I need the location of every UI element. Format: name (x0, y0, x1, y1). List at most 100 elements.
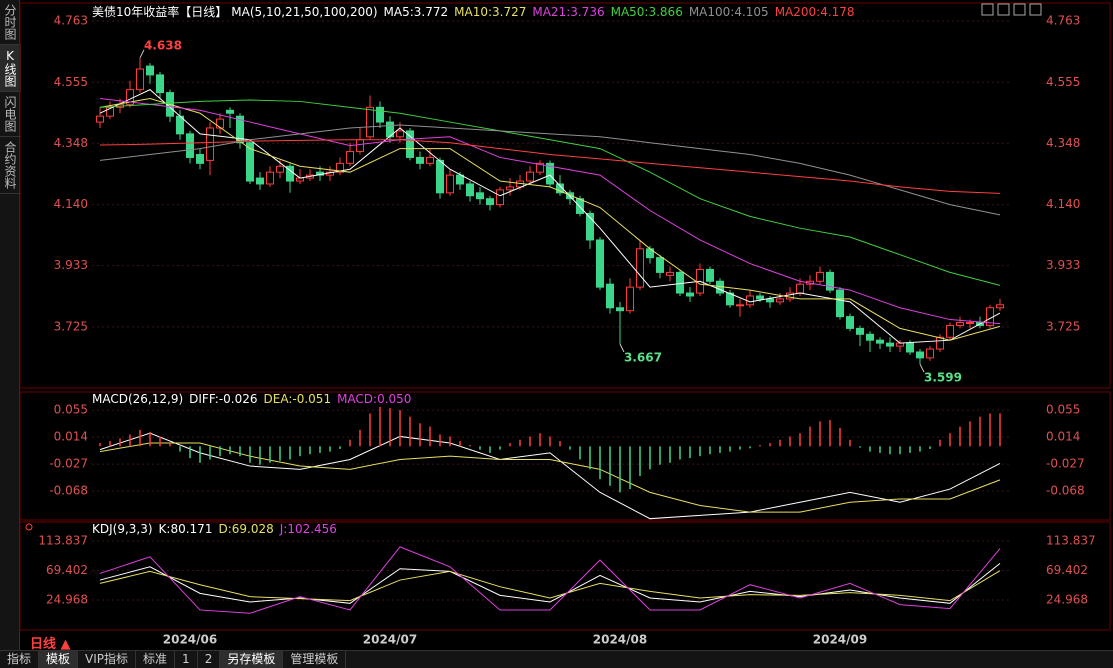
candle-body (706, 268, 714, 282)
candle-body (776, 298, 784, 303)
price-frame (19, 2, 1111, 389)
candle-body (956, 322, 964, 326)
candle-body (836, 289, 844, 318)
icon[interactable] (997, 3, 1010, 16)
indicator-line (99, 570, 1001, 602)
candle-body (856, 327, 864, 335)
candle-body (196, 153, 204, 164)
candle-body (136, 68, 144, 91)
candle-body (206, 127, 214, 161)
candle-body (336, 162, 344, 173)
sidebar: 分时图 K线图 闪电图 合约资料 (0, 0, 21, 650)
y-tick-label-right: 0.014 (1046, 430, 1080, 444)
tab[interactable]: 管理模板 (283, 651, 347, 668)
candle-body (656, 257, 664, 273)
candle-body (406, 130, 414, 158)
annotation-pointer (919, 363, 925, 373)
indicator-line (99, 99, 1001, 286)
candle-body (966, 322, 974, 325)
x-tick-label: 2024/07 (363, 633, 417, 647)
y-tick-label: 4.555 (54, 75, 88, 89)
candle-body (466, 183, 474, 197)
tab[interactable]: 模板 (39, 651, 79, 668)
candle-body (586, 212, 594, 241)
candle-body (526, 171, 534, 182)
candle-body (236, 115, 244, 144)
tab[interactable]: 标准 (136, 651, 176, 668)
y-tick-label-right: 0.055 (1046, 403, 1080, 417)
panel-title: MACD(26,12,9) (92, 392, 183, 406)
indicator-line (99, 124, 1001, 216)
icon[interactable] (981, 3, 994, 16)
side-tab[interactable]: K线图 (0, 45, 21, 92)
legend-entry: MA100:4.105 (689, 5, 769, 19)
candle-body (96, 115, 104, 123)
indicator-line (99, 562, 1001, 604)
side-tab[interactable]: 闪电图 (0, 92, 21, 137)
icon[interactable] (1029, 3, 1042, 16)
candle-body (926, 348, 934, 359)
tab[interactable]: 1 (175, 651, 198, 668)
legend: MACD(26,12,9) DIFF:-0.026 DEA:-0.051 MACD:0… (92, 392, 411, 406)
candle-body (936, 336, 944, 350)
indicator-line (99, 139, 1001, 194)
candle-body (846, 316, 854, 329)
legend-entry: J:102.456 (279, 522, 337, 536)
candle-body (756, 295, 764, 300)
indicator-line (99, 432, 1001, 520)
annotation-pointer (619, 343, 625, 353)
legend: KDJ(9,3,3) K:80.171 D:69.028 J:102.456 (92, 522, 337, 536)
candle-body (456, 174, 464, 185)
icon[interactable] (1013, 3, 1026, 16)
candle-body (606, 283, 614, 309)
panel-icon (25, 523, 33, 531)
legend-entry: MA50:3.866 (611, 5, 683, 19)
candle-body (246, 142, 254, 182)
y-tick-label-right: 3.933 (1046, 258, 1080, 272)
candle-body (416, 156, 424, 164)
legend-entry: K:80.171 (159, 522, 213, 536)
candle-body (216, 118, 224, 129)
tab[interactable]: 2 (198, 651, 221, 668)
tab[interactable]: 另存模板 (220, 651, 284, 668)
candle-body (996, 304, 1004, 309)
candle-body (616, 307, 624, 312)
y-tick-label-right: 4.555 (1046, 75, 1080, 89)
y-tick-label: 0.055 (54, 403, 88, 417)
panel-subtitle: MA(5,10,21,50,100,200) (231, 5, 377, 19)
candle-body (736, 304, 744, 307)
annotation: 3.667 (624, 351, 662, 365)
x-tick-label: 2024/08 (593, 633, 647, 647)
period-label[interactable]: 日线 ▲ (30, 637, 71, 652)
side-tab[interactable]: 合约资料 (0, 137, 21, 194)
candle-body (446, 174, 454, 194)
tab[interactable]: VIP指标 (78, 651, 137, 668)
candle-body (826, 271, 834, 291)
legend-entry: MACD:0.050 (337, 392, 411, 406)
y-tick-label: 4.348 (54, 136, 88, 150)
annotation: 3.599 (924, 371, 962, 385)
candle-body (876, 339, 884, 344)
candle-body (186, 133, 194, 158)
candle-body (546, 162, 554, 185)
candle-body (346, 151, 354, 164)
legend-entry: MA21:3.736 (532, 5, 604, 19)
tab[interactable]: 指标 (0, 651, 40, 668)
legend-entry: MA10:3.727 (454, 5, 526, 19)
side-tab[interactable]: 分时图 (0, 0, 21, 45)
candle-body (766, 298, 774, 303)
y-tick-label: 3.933 (54, 258, 88, 272)
y-tick-label-right: 4.140 (1046, 197, 1080, 211)
y-tick-label: 3.725 (54, 319, 88, 333)
y-tick-label-right: -0.068 (1046, 484, 1085, 498)
bottom-tabs: 指标 模板 VIP指标 标准 1 2 另存模板 管理模板 (0, 650, 1113, 668)
panel-title: KDJ(9,3,3) (92, 522, 153, 536)
indicator-line (99, 89, 1001, 344)
candle-body (266, 171, 274, 185)
indicator-line (99, 97, 1001, 341)
toolbar-icons[interactable] (981, 3, 1042, 16)
y-tick-label: -0.027 (49, 457, 88, 471)
y-tick-label: 113.837 (38, 533, 88, 547)
candle-body (636, 248, 644, 288)
